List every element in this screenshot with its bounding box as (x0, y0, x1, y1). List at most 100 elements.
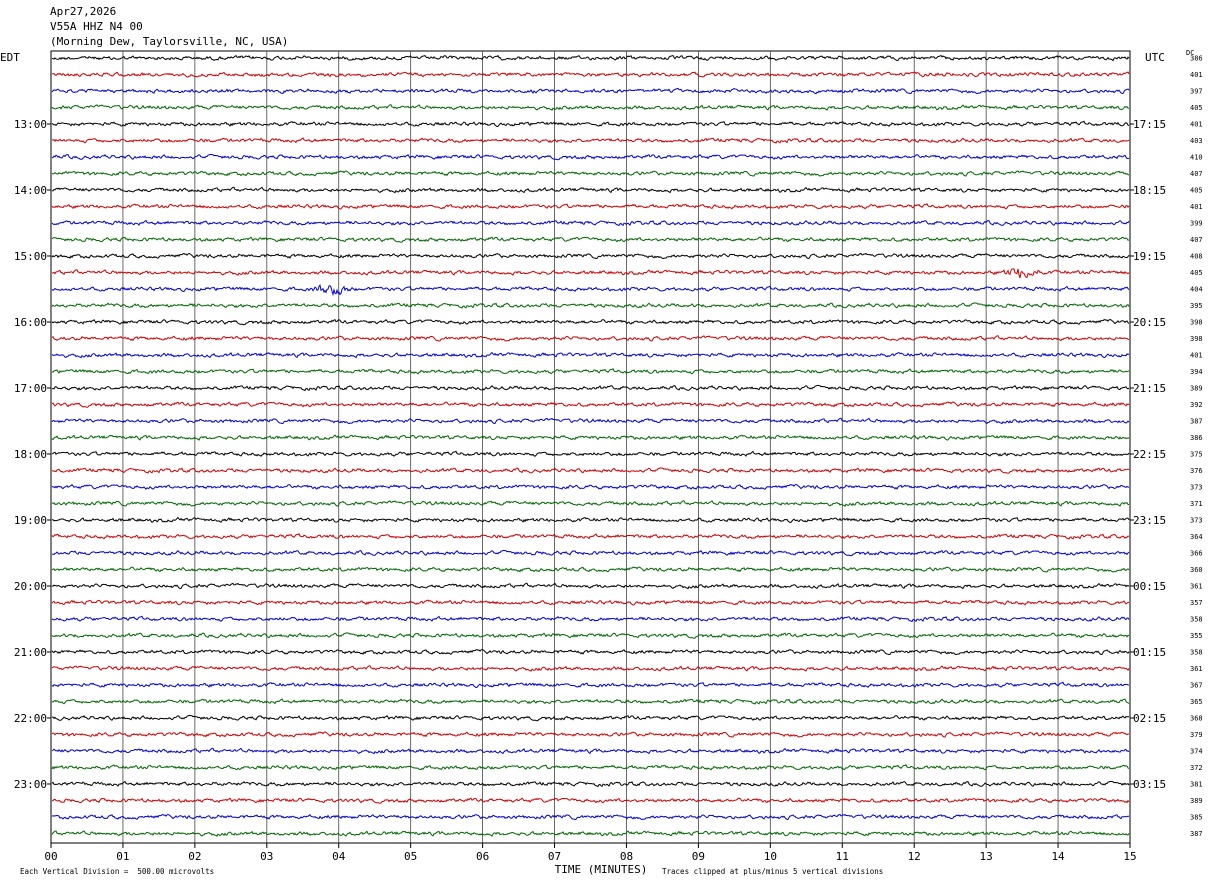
hour-label-left: 22:00 (14, 712, 47, 725)
dc-value: 373 (1190, 517, 1203, 525)
dc-value: 371 (1190, 500, 1203, 508)
seismic-trace (51, 698, 1130, 705)
seismic-trace (51, 830, 1130, 837)
dc-value: 381 (1190, 781, 1203, 789)
dc-value: 394 (1190, 368, 1203, 376)
x-tick-label: 07 (548, 850, 561, 863)
hour-label-right: 22:15 (1133, 448, 1166, 461)
dc-value: 401 (1190, 352, 1203, 360)
dc-value: 366 (1190, 550, 1203, 558)
seismic-trace (51, 54, 1130, 62)
dc-value: 361 (1190, 583, 1203, 591)
x-tick-label: 15 (1123, 850, 1136, 863)
dc-value: 407 (1190, 170, 1203, 178)
seismic-trace (51, 615, 1130, 623)
dc-value: 364 (1190, 533, 1203, 541)
dc-value: 375 (1190, 451, 1203, 459)
seismic-trace (51, 203, 1130, 210)
header-date: Apr27,2026 (50, 5, 117, 18)
header-location: (Morning Dew, Taylorsville, NC, USA) (50, 35, 289, 48)
x-tick-label: 05 (404, 850, 417, 863)
dc-value: 386 (1190, 434, 1203, 442)
x-tick-label: 13 (980, 850, 993, 863)
dc-value: 410 (1190, 154, 1203, 162)
x-tick-label: 00 (44, 850, 57, 863)
seismic-trace (51, 500, 1130, 507)
hour-label-left: 23:00 (14, 778, 47, 791)
dc-value: 408 (1190, 253, 1203, 261)
seismic-trace (51, 566, 1130, 573)
dc-value: 355 (1190, 632, 1203, 640)
seismic-trace (51, 284, 1130, 297)
dc-value: 395 (1190, 302, 1203, 310)
dc-value: 401 (1190, 121, 1203, 129)
seismic-trace (51, 797, 1130, 804)
dc-value: 376 (1190, 467, 1203, 475)
dc-value: 387 (1190, 830, 1203, 838)
seismic-trace (51, 681, 1130, 689)
x-tick-label: 08 (620, 850, 633, 863)
hour-label-left: 20:00 (14, 580, 47, 593)
seismic-trace (51, 780, 1130, 788)
seismic-trace (51, 549, 1130, 557)
hour-label-right: 19:15 (1133, 250, 1166, 263)
dc-value: 397 (1190, 88, 1203, 96)
dc-value: 401 (1190, 71, 1203, 79)
seismic-trace (51, 170, 1130, 177)
dc-value: 360 (1190, 566, 1203, 574)
seismic-trace (51, 582, 1130, 590)
hour-label-left: 19:00 (14, 514, 47, 527)
label-layer: 00 01 02 03 04 05 06 07 08 09 10 11 12 13 14 15 386 401 39… (14, 55, 1203, 864)
dc-value: 368 (1190, 715, 1203, 723)
trace-layer (51, 54, 1130, 837)
dc-value: 404 (1190, 286, 1203, 294)
dc-value: 361 (1190, 665, 1203, 673)
seismic-trace (51, 813, 1130, 821)
x-axis-title: TIME (MINUTES) (555, 863, 648, 876)
seismic-trace (51, 483, 1130, 490)
hour-label-left: 15:00 (14, 250, 47, 263)
seismic-trace (51, 137, 1130, 144)
hour-label-left: 14:00 (14, 184, 47, 197)
x-tick-label: 01 (116, 850, 129, 863)
dc-value: 372 (1190, 764, 1203, 772)
seismic-trace (51, 219, 1130, 227)
seismic-trace (51, 71, 1130, 78)
x-tick-label: 06 (476, 850, 489, 863)
x-tick-label: 12 (908, 850, 921, 863)
header-station: V55A HHZ N4 00 (50, 20, 143, 33)
dc-value: 405 (1190, 187, 1203, 195)
seismic-trace (51, 665, 1130, 672)
dc-value: 357 (1190, 599, 1203, 607)
x-tick-label: 04 (332, 850, 346, 863)
scale-note: Each Vertical Division = 500.00 microvol… (20, 867, 215, 876)
hour-label-left: 13:00 (14, 118, 47, 131)
hour-label-right: 18:15 (1133, 184, 1166, 197)
grid-layer (47, 50, 1134, 848)
dc-value: 374 (1190, 748, 1203, 756)
seismic-trace (51, 632, 1130, 639)
x-tick-label: 11 (836, 850, 849, 863)
seismic-trace (51, 87, 1130, 95)
plot-frame (50, 50, 1131, 844)
x-tick-label: 10 (764, 850, 777, 863)
dc-value: 398 (1190, 319, 1203, 327)
seismic-trace (51, 450, 1130, 457)
seismic-trace (51, 714, 1130, 722)
dc-value: 405 (1190, 269, 1203, 277)
seismic-trace (51, 153, 1130, 161)
dc-value: 373 (1190, 484, 1203, 492)
seismic-trace (51, 368, 1130, 375)
seismic-trace (51, 648, 1130, 656)
seismic-trace (51, 236, 1130, 243)
dc-value: 403 (1190, 137, 1203, 145)
dc-value: 385 (1190, 814, 1203, 822)
hour-label-left: 18:00 (14, 448, 47, 461)
hour-label-right: 20:15 (1133, 316, 1166, 329)
hour-label-left: 17:00 (14, 382, 47, 395)
seismic-trace (51, 731, 1130, 738)
seismic-trace (51, 434, 1130, 441)
dc-value: 358 (1190, 616, 1203, 624)
seismic-trace (51, 268, 1130, 279)
